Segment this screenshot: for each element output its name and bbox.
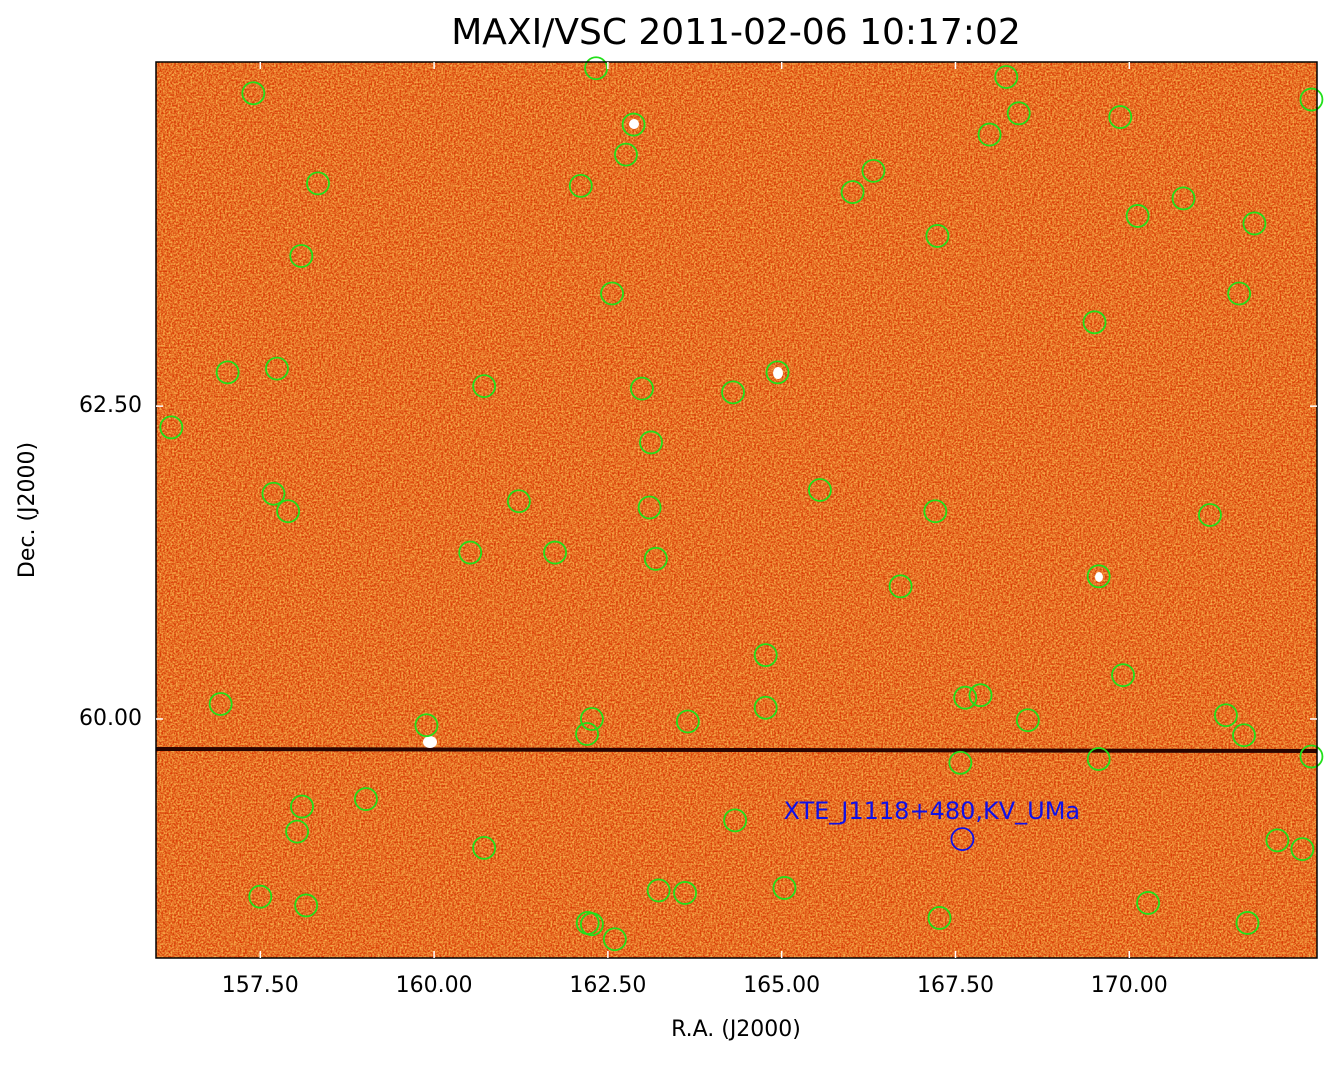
source-circle [925,224,950,248]
plot-frame [155,61,1318,959]
source-circle [506,489,531,514]
source-circle [1136,891,1160,915]
target-circle [950,827,975,852]
source-circle [646,878,671,903]
source-circle [215,360,240,385]
source-circle [948,750,973,775]
source-circle [861,158,886,183]
source-circle [1006,101,1031,126]
source-circle [1227,281,1252,306]
source-circle [241,81,266,106]
source-circle [261,481,286,506]
source-circle [1086,564,1111,589]
source-circle [888,574,913,599]
target-label: XTE_J1118+480,KV_UMa [783,797,1080,825]
source-circle [994,65,1019,89]
bright-spot [773,367,783,379]
bright-spot [629,119,639,129]
y-tick-label: 62.50 [79,393,142,418]
source-circle [1125,204,1150,228]
source-circle [306,171,330,196]
source-circle [977,122,1002,147]
source-circle [637,495,662,520]
source-circle [1232,723,1256,748]
source-circle [600,281,624,306]
source-circle [639,430,663,455]
source-circle [1299,87,1324,112]
source-circle [1299,744,1324,769]
plot-area: XTE_J1118+480,KV_UMa [159,56,1324,952]
source-circle [543,540,567,565]
source-circle [208,692,233,716]
x-tick-label: 160.00 [396,973,473,998]
source-circle [772,876,797,900]
source-circle [968,683,993,708]
source-circle [675,709,700,734]
x-tick-label: 157.50 [222,973,299,998]
source-circle [1082,310,1107,335]
image [156,62,1317,958]
source-circle [923,499,948,524]
source-circle [765,360,790,385]
x-axis-label: R.A. (J2000) [671,1017,801,1042]
source-circle [159,415,184,440]
source-circle [1111,663,1135,688]
source-circle [602,927,627,952]
source-circle [723,808,748,833]
source-circle [1198,503,1222,527]
source-circle [584,56,608,81]
source-circle [643,546,668,571]
source-circle [840,180,865,205]
source-circle [630,376,654,401]
source-circle [579,707,604,731]
source-circle [579,912,604,937]
source-circle [614,142,638,167]
source-circle [289,244,314,268]
source-circle [294,893,319,918]
bright-spot [1095,572,1103,582]
source-circle [808,478,832,502]
source-circle [458,540,483,565]
bright-spot [423,736,437,748]
x-tick-label: 165.00 [743,973,820,998]
source-circle [354,787,378,811]
source-circle [414,713,439,738]
source-circle [1290,837,1315,862]
x-tick-label: 167.50 [917,973,994,998]
x-tick-label: 170.00 [1091,973,1168,998]
source-circle [290,794,314,819]
source-circle [1171,186,1196,211]
source-circle [285,819,310,844]
source-circle [721,380,745,405]
source-circle [753,695,778,720]
source-circle [927,906,952,930]
source-circle [673,881,697,905]
source-circle [472,835,497,860]
source-circle [568,173,593,198]
source-circle [1242,211,1267,236]
source-circle [575,722,599,746]
source-circle [276,499,300,524]
source-circle [953,685,978,710]
source-circle [248,884,273,909]
source-circle [1108,105,1133,129]
image-stripe [156,747,1317,753]
source-circle [1235,911,1260,935]
source-circle [1086,747,1111,771]
source-circle [1214,703,1238,728]
source-circle [472,374,497,399]
image-noise [156,62,1317,958]
source-circle [1265,828,1290,853]
source-circle [1015,708,1040,733]
source-circle [265,356,289,381]
source-circle [753,643,778,668]
source-circle [621,112,646,137]
x-tick-label: 162.50 [569,973,646,998]
chart-title: MAXI/VSC 2011-02-06 10:17:02 [451,12,1021,53]
y-tick-label: 60.00 [79,706,142,731]
y-axis-label: Dec. (J2000) [15,442,40,578]
